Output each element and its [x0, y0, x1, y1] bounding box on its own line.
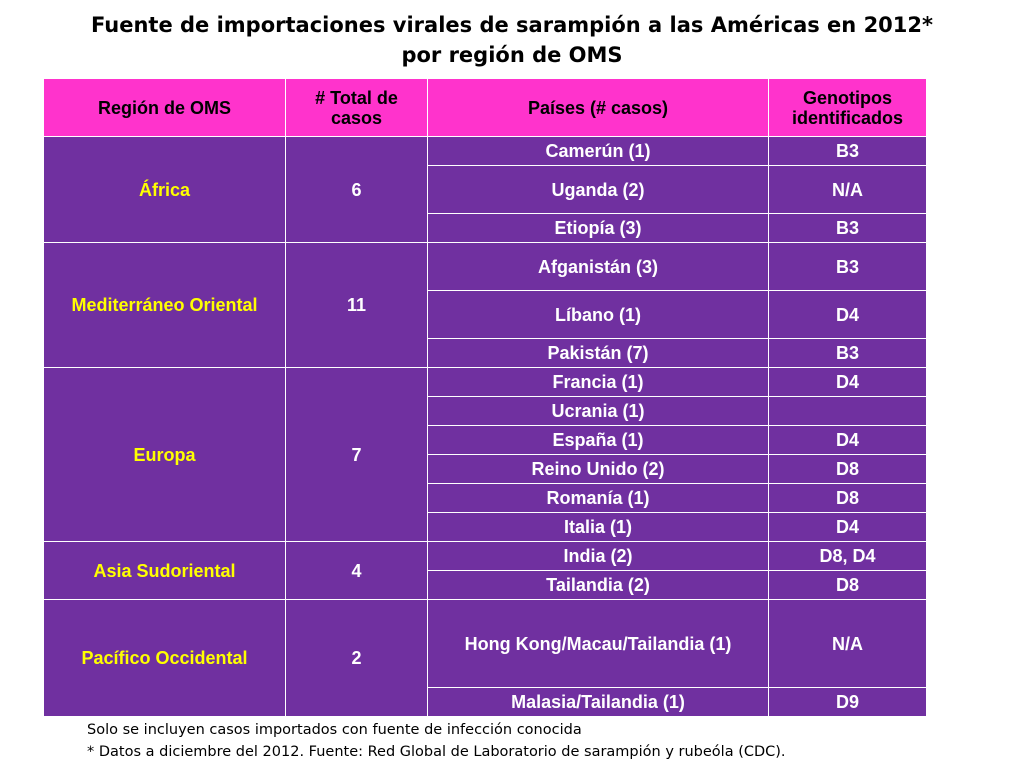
genotype-cell: D8, D4 [768, 541, 927, 571]
table-row: Romanía (1) D8 [44, 483, 927, 513]
country-cell: Tailandia (2) [427, 570, 769, 600]
header-region: Región de OMS [43, 78, 286, 137]
table-row: Ucrania (1) [44, 396, 927, 426]
table-row: Mediterráneo Oriental 11 Afganistán (3) … [43, 242, 927, 368]
genotype-cell: N/A [768, 599, 927, 688]
footnotes: Solo se incluyen casos importados con fu… [87, 719, 786, 763]
table-row: Europa 7 Francia (1) D4 [43, 367, 927, 542]
country-cell: Uganda (2) [427, 165, 769, 214]
table-row: Líbano (1) D4 [44, 290, 927, 339]
region-cell: África [43, 136, 286, 243]
country-cell: Romanía (1) [427, 483, 769, 513]
genotype-cell [768, 396, 927, 426]
header-row: Región de OMS # Total de casos Países (#… [43, 78, 927, 137]
table-row: Pacífico Occidental 2 Hong Kong/Macau/Ta… [43, 599, 927, 717]
genotype-cell: D4 [768, 425, 927, 455]
header-total-cases: # Total de casos [285, 78, 428, 137]
genotype-cell: N/A [768, 165, 927, 214]
country-cell: Hong Kong/Macau/Tailandia (1) [427, 599, 769, 688]
country-cell: Líbano (1) [427, 290, 769, 339]
total-cases-cell: 2 [285, 599, 428, 717]
header-countries: Países (# casos) [427, 78, 769, 137]
country-cell: Italia (1) [427, 512, 769, 542]
genotype-cell: D4 [768, 512, 927, 542]
table-row: Italia (1) D4 [44, 512, 927, 542]
footnote-data-source: * Datos a diciembre del 2012. Fuente: Re… [87, 744, 786, 760]
table-row: África 6 Camerún (1) B3 [43, 136, 927, 243]
region-cell: Mediterráneo Oriental [43, 242, 286, 368]
country-cell: Malasia/Tailandia (1) [427, 687, 769, 717]
table-row: España (1) D4 [44, 425, 927, 455]
table-row: Tailandia (2) D8 [44, 570, 927, 600]
region-cell: Asia Sudoriental [43, 541, 286, 600]
footnote-known-source: Solo se incluyen casos importados con fu… [87, 722, 582, 738]
country-cell: Ucrania (1) [427, 396, 769, 426]
title-line-1: Fuente de importaciones virales de saram… [90, 13, 933, 37]
genotype-cell: D9 [768, 687, 927, 717]
genotype-cell: B3 [768, 242, 927, 291]
genotype-cell: B3 [768, 136, 927, 166]
genotype-cell: D8 [768, 483, 927, 513]
table-row: Uganda (2) N/A [44, 165, 927, 214]
table-row: Asia Sudoriental 4 India (2) D8, D4 [43, 541, 927, 600]
total-cases-cell: 6 [285, 136, 428, 243]
country-cell: Pakistán (7) [427, 338, 769, 368]
table-row: Pakistán (7) B3 [44, 338, 927, 368]
genotype-cell: D4 [768, 290, 927, 339]
table-row: Malasia/Tailandia (1) D9 [44, 687, 927, 717]
region-cell: Europa [43, 367, 286, 542]
header-genotypes: Genotipos identificados [768, 78, 927, 137]
genotype-cell: D8 [768, 454, 927, 484]
country-cell: India (2) [427, 541, 769, 571]
country-cell: Camerún (1) [427, 136, 769, 166]
country-cell: Etiopía (3) [427, 213, 769, 243]
country-cell: Afganistán (3) [427, 242, 769, 291]
total-cases-cell: 11 [285, 242, 428, 368]
genotype-cell: D4 [768, 367, 927, 397]
genotype-cell: D8 [768, 570, 927, 600]
total-cases-cell: 7 [285, 367, 428, 542]
measles-import-table: Región de OMS # Total de casos Países (#… [43, 78, 927, 717]
country-cell: España (1) [427, 425, 769, 455]
slide-title: Fuente de importaciones virales de saram… [0, 10, 1024, 70]
title-line-2: por región de OMS [401, 43, 623, 67]
genotype-cell: B3 [768, 213, 927, 243]
total-cases-cell: 4 [285, 541, 428, 600]
country-cell: Reino Unido (2) [427, 454, 769, 484]
genotype-cell: B3 [768, 338, 927, 368]
country-cell: Francia (1) [427, 367, 769, 397]
region-cell: Pacífico Occidental [43, 599, 286, 717]
